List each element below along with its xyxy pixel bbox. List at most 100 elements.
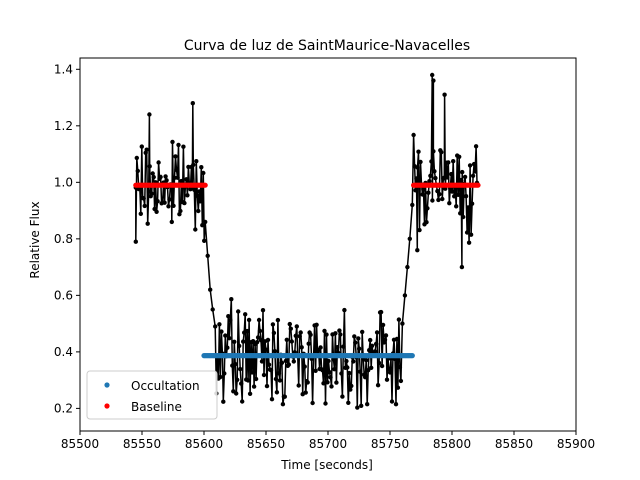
flux-point — [198, 199, 203, 204]
flux-point — [454, 204, 459, 209]
flux-point — [289, 339, 294, 344]
flux-point — [284, 337, 289, 342]
flux-point — [277, 378, 283, 383]
flux-point — [450, 189, 455, 194]
flux-point — [246, 317, 252, 323]
flux-point — [436, 197, 441, 203]
flux-point — [271, 330, 277, 336]
flux-point — [364, 358, 369, 363]
flux-point — [155, 199, 160, 204]
flux-point — [429, 159, 434, 164]
flux-point — [305, 380, 310, 385]
flux-point — [166, 204, 171, 209]
flux-point — [238, 366, 243, 372]
flux-point — [468, 232, 474, 237]
flux-point — [433, 175, 438, 181]
flux-point — [185, 193, 190, 198]
baseline-point — [475, 182, 481, 188]
y-tick-label: 0.4 — [54, 345, 73, 359]
flux-point — [411, 132, 416, 138]
flux-point — [329, 384, 334, 389]
flux-point — [398, 378, 404, 384]
flux-point — [201, 170, 206, 176]
flux-point — [280, 402, 286, 407]
flux-point — [353, 340, 358, 345]
flux-point — [421, 187, 426, 192]
flux-point — [163, 174, 168, 179]
legend-label-baseline: Baseline — [131, 400, 182, 414]
flux-point — [288, 326, 293, 331]
x-axis-label: Time [seconds] — [280, 458, 373, 472]
flux-point — [190, 101, 195, 106]
flux-point — [308, 332, 313, 337]
flux-point — [465, 205, 471, 210]
flux-point — [245, 378, 251, 383]
y-tick-label: 1.2 — [54, 119, 73, 133]
flux-point — [357, 346, 362, 351]
flux-point — [291, 359, 296, 364]
flux-point — [297, 334, 302, 339]
flux-point — [254, 340, 260, 345]
flux-point — [237, 343, 242, 349]
flux-point — [227, 336, 232, 341]
flux-point — [386, 366, 392, 372]
flux-point — [446, 160, 451, 165]
flux-point — [167, 197, 172, 202]
flux-point — [365, 402, 370, 407]
flux-point — [413, 188, 418, 193]
flux-point — [348, 387, 353, 392]
flux-point — [256, 317, 262, 323]
flux-point — [427, 179, 432, 184]
flux-point — [376, 360, 382, 366]
flux-point — [402, 293, 408, 298]
flux-point — [363, 375, 368, 380]
flux-point — [452, 194, 457, 199]
flux-point — [459, 177, 464, 183]
flux-point — [145, 221, 150, 226]
flux-point — [430, 72, 435, 78]
x-tick-label: 85900 — [557, 437, 595, 451]
flux-point — [261, 372, 267, 378]
flux-point — [199, 165, 204, 170]
flux-point — [162, 200, 167, 205]
flux-point — [265, 337, 271, 343]
flux-point — [247, 391, 253, 396]
flux-point — [253, 376, 259, 382]
legend-marker-occultation — [104, 382, 110, 388]
flux-point — [445, 175, 450, 180]
flux-point — [192, 187, 197, 192]
flux-point — [243, 312, 248, 317]
flux-point — [457, 154, 462, 159]
flux-point — [240, 399, 245, 404]
flux-point — [158, 174, 163, 180]
flux-point — [144, 147, 149, 152]
flux-point — [335, 345, 340, 350]
flux-point — [210, 307, 215, 312]
flux-point — [320, 368, 325, 373]
flux-point — [383, 333, 389, 338]
flux-point — [134, 155, 139, 161]
flux-point — [379, 363, 385, 369]
flux-point — [298, 330, 303, 335]
flux-point — [173, 154, 178, 159]
chart-title: Curva de luz de SaintMaurice-Navacelles — [184, 38, 470, 54]
flux-point — [332, 367, 337, 372]
flux-point — [221, 399, 226, 404]
flux-point — [328, 375, 333, 380]
flux-point — [400, 321, 405, 326]
flux-point — [428, 173, 433, 178]
flux-point — [259, 359, 265, 364]
flux-point — [222, 371, 227, 376]
flux-point — [405, 264, 410, 270]
flux-point — [360, 329, 365, 335]
flux-point — [147, 164, 152, 169]
flux-point — [431, 78, 436, 83]
flux-point — [169, 219, 174, 225]
flux-point — [218, 374, 223, 380]
axis-ticks: 85500 85550 85600 85650 85700 85750 85800 85850… — [54, 62, 595, 451]
flux-point — [217, 322, 222, 327]
flux-point — [345, 365, 350, 370]
flux-point — [174, 167, 179, 172]
x-tick-label: 85600 — [185, 437, 223, 451]
flux-point — [274, 390, 280, 395]
